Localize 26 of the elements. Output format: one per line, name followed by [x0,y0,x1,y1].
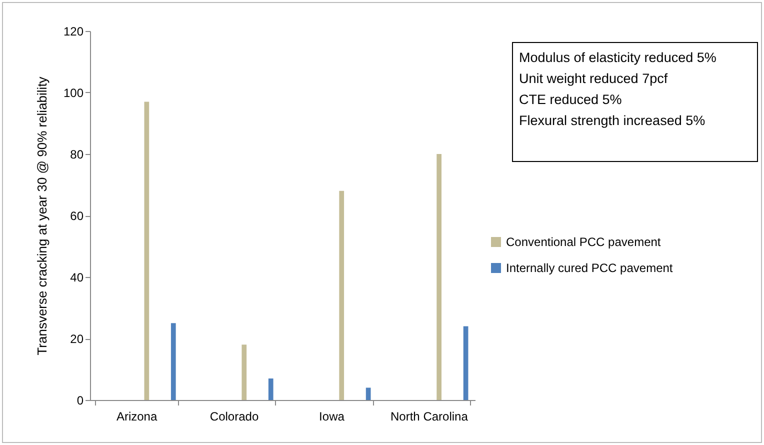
text: Flexural strength increased 5% [519,112,706,130]
text: Modulus of elasticity reduced 5% [519,49,718,67]
y-tick-label: 60 [70,209,84,223]
bar [170,323,176,400]
bar [339,190,344,400]
x-tick-label: North Carolina [390,410,468,424]
y-tick-label: 80 [70,148,84,162]
bar [463,326,468,400]
text: Unit weight reduced 7pcf [519,70,669,88]
x-tick-label: Arizona [116,410,158,424]
text: CTE reduced 5% [519,91,623,109]
bar [366,388,371,400]
y-tick-label: 0 [76,394,84,408]
legend-label: Conventional PCC pavement [506,235,662,249]
bar [242,344,247,400]
y-axis-title: Transverse cracking at year 30 @ 90% reliability [34,76,50,356]
bar [436,154,442,400]
bar [268,378,274,400]
x-tick-label: Iowa [319,410,345,424]
legend-label: Internally cured PCC pavement [506,261,674,275]
y-tick-label: 40 [70,270,84,284]
x-tick-label: Colorado [210,410,259,424]
y-tick-label: 100 [63,86,84,100]
y-tick-label: 20 [70,332,84,346]
y-tick-label: 120 [63,24,84,38]
bar [144,102,150,400]
